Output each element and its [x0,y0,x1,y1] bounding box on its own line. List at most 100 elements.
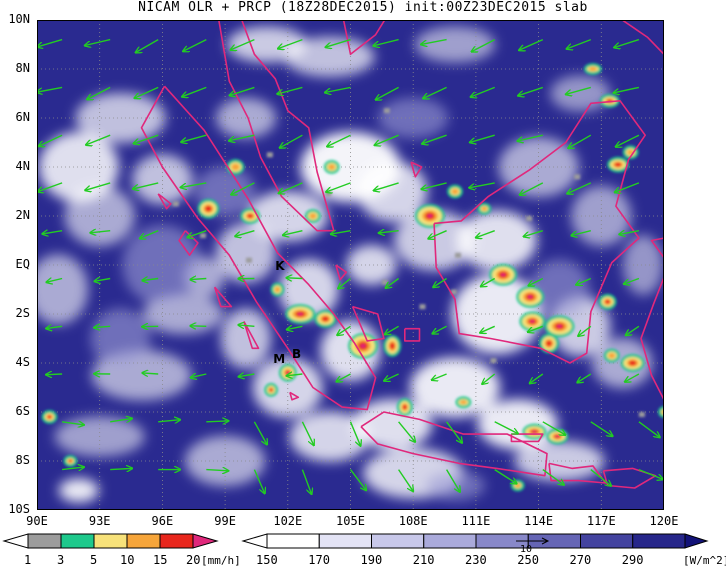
coastline [140,85,377,411]
precip-speck [172,201,179,207]
precip-cell-core [589,67,597,71]
wind-vector [375,134,399,145]
wind-vector [47,279,63,283]
cloud-patch [58,478,99,503]
wind-vector [191,374,207,378]
wind-vector [37,38,63,47]
wind-vector [494,421,518,434]
wind-vector [46,374,63,375]
wind-vector [520,182,544,195]
precip-cell-core [309,213,317,219]
precip-cell-core [451,188,459,195]
wind-vector [182,86,207,96]
precip-cell-core [328,164,335,170]
olr-colorbar-bin [318,533,372,549]
wind-vector [283,230,303,236]
olr-colorbar-bin [580,533,634,549]
precip-colorbar [2,533,219,549]
wind-vector [615,182,640,192]
cloud-patch [284,36,375,77]
precip-colorbar-bin [60,533,95,549]
wind-vector [578,325,592,336]
cloud-patch [514,441,605,481]
wind-vector [470,134,495,142]
wind-vector [422,134,447,144]
wind-vector [421,38,447,45]
wind-vector [472,38,496,52]
precip-cell-core [247,214,253,218]
wind-vector [235,230,255,237]
lat-label: EQ [15,257,30,271]
wind-vector [469,182,495,188]
wind-vector [376,86,399,99]
wind-vector [481,277,496,287]
lat-label: 4S [15,355,30,369]
coastline [410,161,423,178]
wind-vector [280,134,303,148]
precip-speck [266,152,273,158]
cloud-patch [394,210,475,271]
lon-label: 99E [214,514,236,528]
wind-vector [337,325,351,335]
wind-vector [398,469,414,492]
wind-vector [386,277,400,288]
wind-vector [238,325,255,326]
precip-cell-core [360,343,366,348]
wind-vector [287,374,303,376]
wind-vector [87,86,111,99]
precip-cell-core [231,163,240,171]
wind-vector [398,421,416,442]
olr-colorbar-bin [371,533,425,549]
wind-vector [616,134,640,147]
wind-vector [480,325,495,333]
precip-cell-core [297,312,303,316]
wind-vector [206,421,228,422]
wind-vector [590,421,613,436]
wind-vector [566,86,591,94]
wind-vector [286,278,303,279]
lat-label: 10S [8,502,30,516]
olr-colorbar-arrow [684,533,709,549]
wind-vector [482,373,496,384]
wind-vector [433,277,447,288]
precip-speck [383,108,390,114]
cloud-patch [90,308,151,369]
wind-vector [428,230,447,239]
wind-vector [471,86,495,97]
lat-label: 6S [15,404,30,418]
place-label: M [273,352,285,366]
precip-cell-core [322,316,329,322]
wind-vector [423,86,447,98]
wind-vector [253,469,264,494]
lon-label: 114E [524,514,554,528]
wind-vector [576,277,592,285]
wind-vector [567,38,592,49]
precip-cell-core [427,214,433,218]
precip-colorbar-arrow [2,533,29,549]
lat-label: 8S [15,453,30,467]
olr-colorbar-label: 190 [360,553,383,567]
wind-vector [278,38,303,49]
lon-label: 117E [586,514,616,528]
wind-vector [183,38,207,52]
cloud-patch [216,222,276,283]
precip-cell-core [629,360,637,366]
wind-vector [239,374,255,377]
olr-colorbar-label: 270 [569,553,592,567]
wind-vector [206,470,228,471]
wind-vector [85,182,111,190]
coastline [351,305,385,342]
wind-vector [326,182,351,192]
wind-vector [229,134,255,141]
wind-vector [494,469,517,484]
wind-vector [133,182,159,189]
wind-vector [571,230,591,236]
lon-label: 93E [88,514,111,528]
precip-cell-core [460,400,467,405]
coastline [433,100,646,364]
precip-cell-core [286,371,289,374]
olr-cloud-field [37,26,664,503]
wind-vector [326,38,351,48]
wind-vectors [37,38,663,494]
wind-vector [445,469,460,492]
